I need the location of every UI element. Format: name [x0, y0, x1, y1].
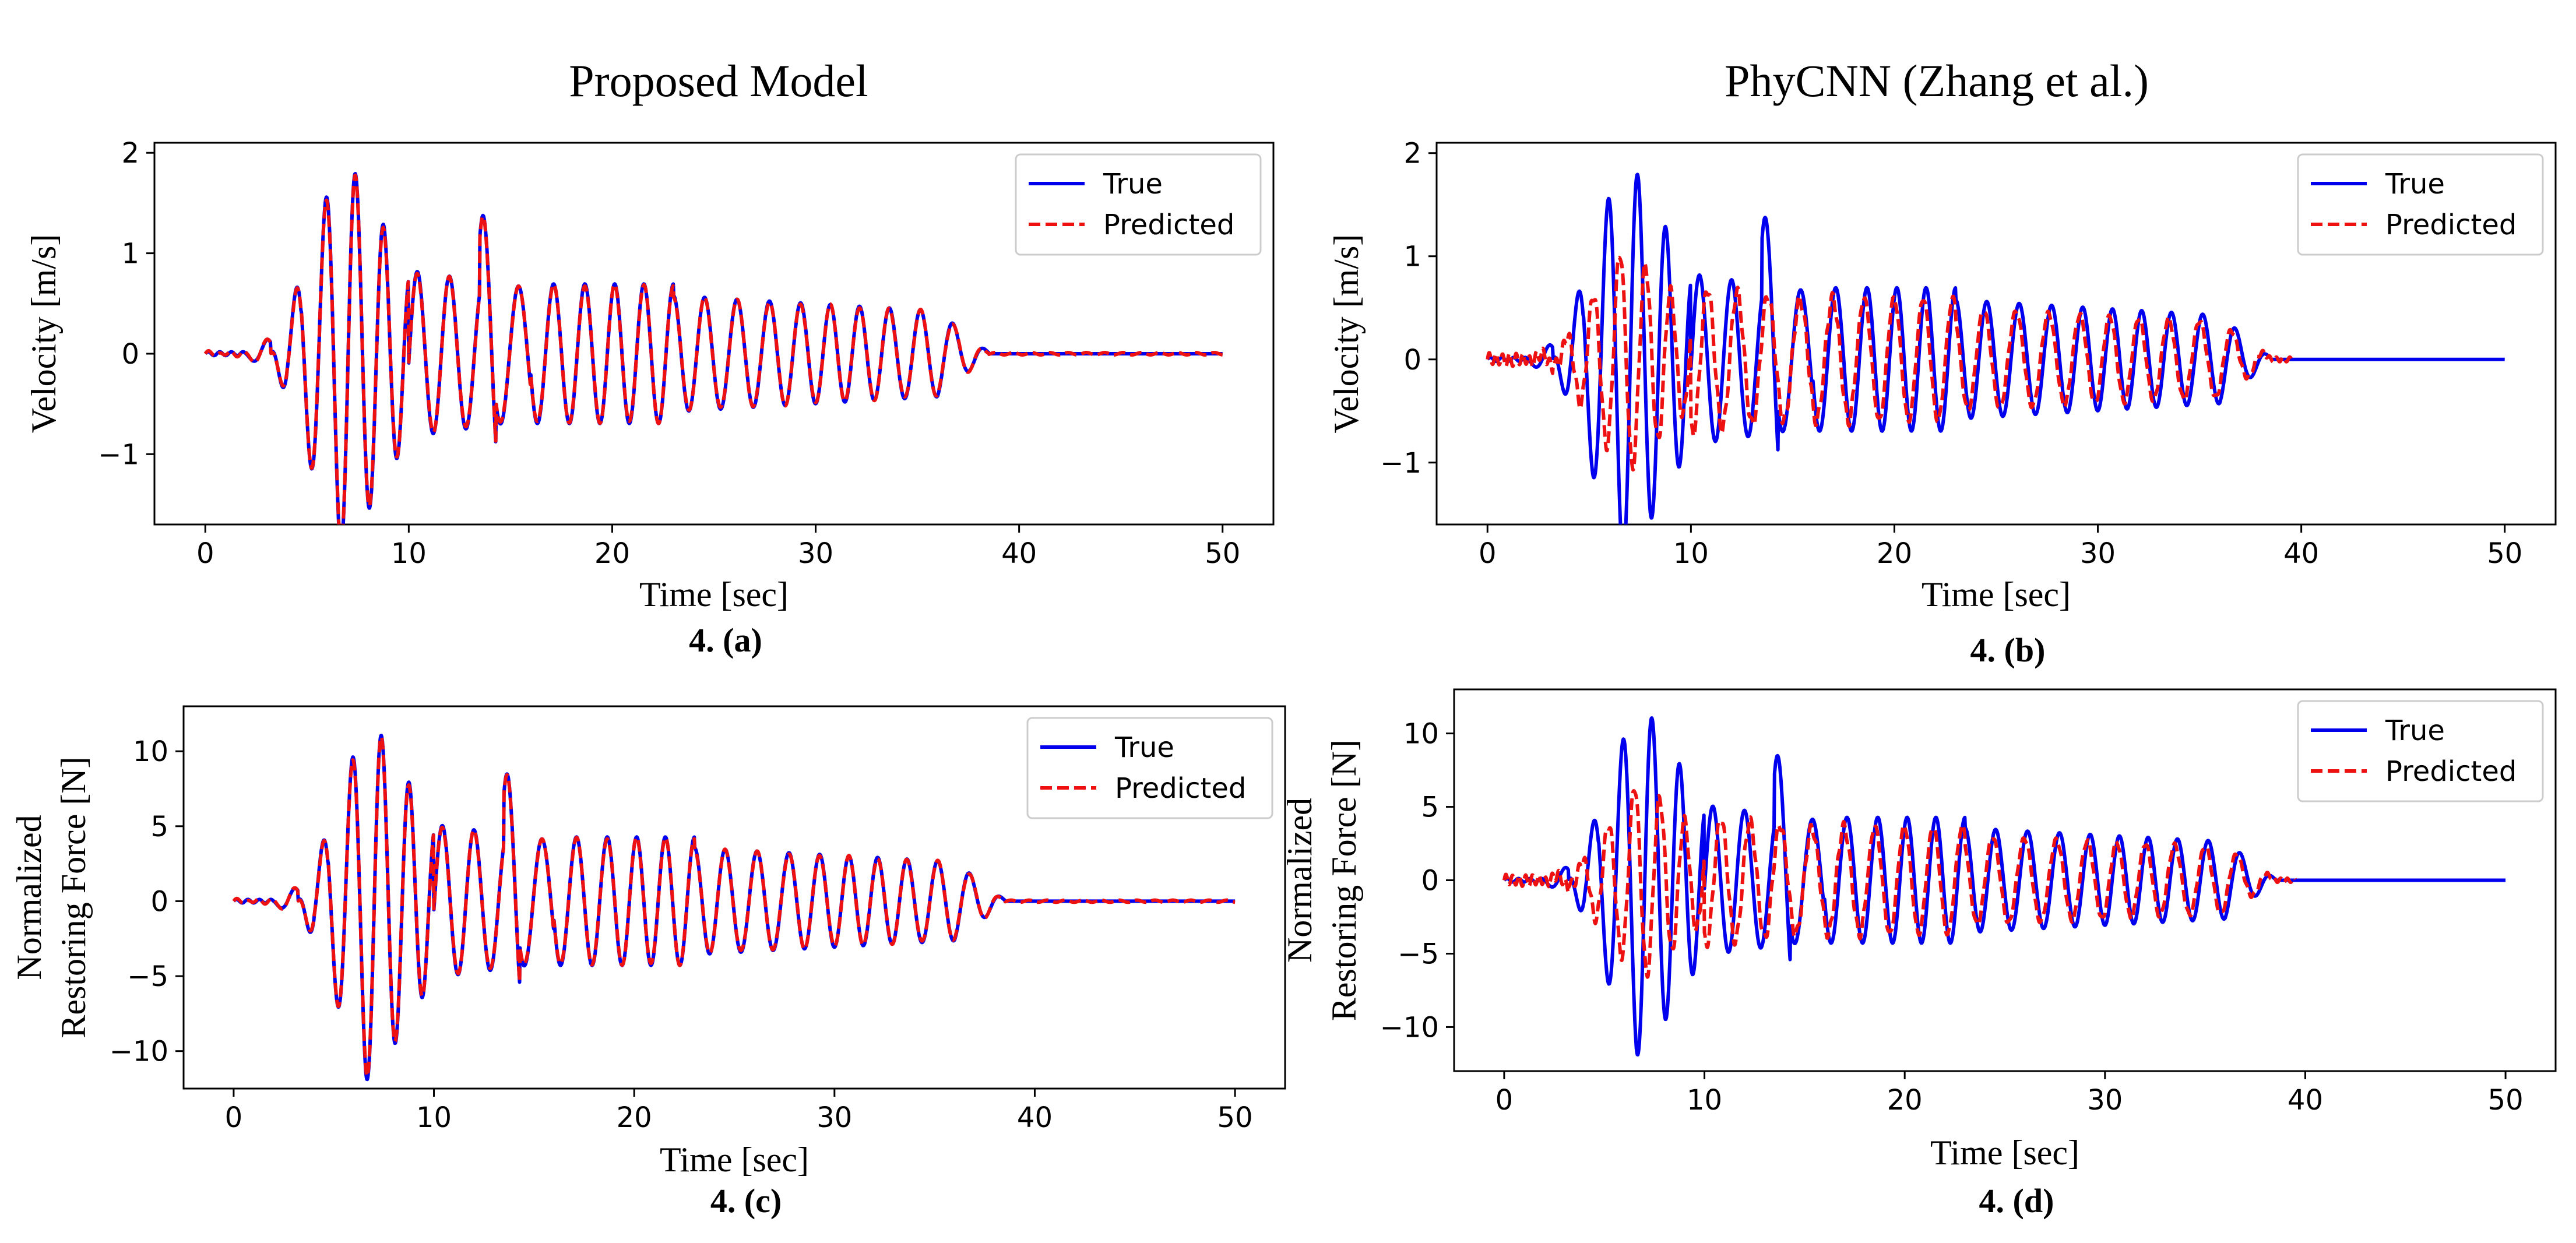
panel-c: 0 10 20 30 40 50 −10 −5 0 5 10 Time [sec] Normalized…: [10, 705, 1286, 1220]
x-tick-label: 50: [2488, 1084, 2524, 1117]
panel-label: 4. (a): [689, 621, 762, 659]
y-tick-label: 10: [1403, 718, 1439, 751]
legend: True Predicted: [2297, 153, 2544, 256]
y-tick-label: 0: [150, 885, 168, 918]
x-tick-label: 0: [225, 1101, 243, 1134]
y-tick-label: 0: [1421, 865, 1439, 897]
y-tick-label: −10: [110, 1036, 168, 1068]
legend-entry-true: True: [1114, 731, 1174, 764]
x-tick-label: 0: [196, 537, 214, 570]
y-tick-label: 5: [150, 811, 168, 843]
column-title-right: PhyCNN (Zhang et al.): [1725, 55, 2149, 106]
legend-entry-true: True: [1103, 168, 1163, 200]
series-line-true: [1486, 172, 2506, 524]
x-tick-label: 30: [2087, 1084, 2123, 1117]
series-group: [203, 172, 1224, 524]
x-tick-label: 10: [1687, 1084, 1722, 1117]
x-tick-label: 0: [1479, 537, 1497, 570]
y-tick-label: 5: [1421, 791, 1439, 824]
series-line-predicted: [1502, 789, 2297, 979]
x-tick-label: 10: [1673, 537, 1709, 570]
series-line-predicted: [203, 173, 1224, 524]
x-tick-label: 10: [391, 537, 427, 570]
y-tick-label: 1: [121, 238, 139, 270]
legend-box: [2297, 700, 2544, 802]
legend-entry-predicted: Predicted: [2385, 755, 2517, 788]
panel-label: 4. (d): [1979, 1182, 2054, 1220]
column-title-left: Proposed Model: [569, 55, 868, 106]
panel-label: 4. (b): [1970, 631, 2046, 669]
x-tick-label: 50: [1217, 1101, 1253, 1134]
legend-box: [2297, 153, 2544, 256]
y-axis-label: Velocity [m/s]: [24, 234, 63, 434]
y-tick-label: 10: [133, 735, 168, 768]
legend-entry-predicted: Predicted: [1103, 209, 1234, 241]
x-tick-label: 0: [1495, 1084, 1514, 1117]
x-axis-label: Time [sec]: [1930, 1133, 2079, 1172]
legend: True Predicted: [1015, 153, 1262, 256]
y-tick-label: −1: [1380, 447, 1421, 480]
x-axis-label: Time [sec]: [660, 1140, 809, 1179]
x-tick-label: 40: [1017, 1101, 1053, 1134]
x-tick-label: 40: [1001, 537, 1037, 570]
x-tick-label: 40: [2283, 537, 2319, 570]
y-tick-label: 0: [1403, 344, 1421, 376]
y-tick-label: −5: [1398, 938, 1439, 970]
legend: True Predicted: [1026, 717, 1273, 819]
x-tick-label: 30: [817, 1101, 852, 1134]
panel-a: 0 10 20 30 40 50 −1 0 1 2 Time [sec] Velocity [m/s]…: [24, 137, 1275, 659]
y-tick-label: 0: [121, 338, 139, 371]
y-tick-label: −1: [98, 438, 139, 471]
x-axis-label: Time [sec]: [639, 575, 789, 614]
series-line-predicted: [1486, 255, 2293, 472]
legend-entry-predicted: Predicted: [1115, 772, 1246, 805]
series-line-true: [1502, 716, 2507, 1057]
y-axis-label: Normalized: [1280, 798, 1319, 963]
legend-entry-predicted: Predicted: [2385, 209, 2517, 241]
y-tick-label: −10: [1380, 1011, 1439, 1044]
y-axis-label: Restoring Force [N]: [54, 756, 93, 1038]
series-line-predicted: [232, 735, 1237, 1078]
x-tick-label: 50: [1205, 537, 1240, 570]
x-tick-label: 30: [2080, 537, 2116, 570]
series-group: [1502, 716, 2507, 1057]
x-tick-label: 20: [1877, 537, 1912, 570]
y-tick-label: −5: [127, 960, 168, 993]
x-tick-label: 30: [798, 537, 833, 570]
x-tick-label: 20: [617, 1101, 652, 1134]
legend-box: [1026, 717, 1273, 819]
panel-d: 0 10 20 30 40 50 −10 −5 0 5 10 Time [sec] Normalized…: [1280, 688, 2557, 1220]
panel-label: 4. (c): [710, 1182, 782, 1220]
panel-b: 0 10 20 30 40 50 −1 0 1 2 Time [sec] Velocity [m/s]…: [1327, 138, 2557, 669]
legend: True Predicted: [2297, 700, 2544, 802]
y-axis-label: Velocity [m/s]: [1327, 234, 1366, 434]
y-axis-label: Normalized: [10, 815, 48, 980]
x-tick-label: 40: [2288, 1084, 2323, 1117]
series-group: [232, 734, 1237, 1082]
y-tick-label: 2: [1403, 138, 1421, 170]
x-tick-label: 20: [1887, 1084, 1923, 1117]
series-group: [1486, 172, 2506, 524]
x-tick-label: 20: [594, 537, 630, 570]
legend-box: [1015, 153, 1262, 256]
y-tick-label: 1: [1403, 241, 1421, 273]
x-tick-label: 10: [416, 1101, 452, 1134]
legend-entry-true: True: [2385, 714, 2445, 747]
y-tick-label: 2: [121, 137, 139, 170]
x-tick-label: 50: [2487, 537, 2522, 570]
x-axis-label: Time [sec]: [1922, 575, 2071, 614]
y-axis-label: Restoring Force [N]: [1325, 740, 1363, 1021]
legend-entry-true: True: [2385, 168, 2445, 200]
